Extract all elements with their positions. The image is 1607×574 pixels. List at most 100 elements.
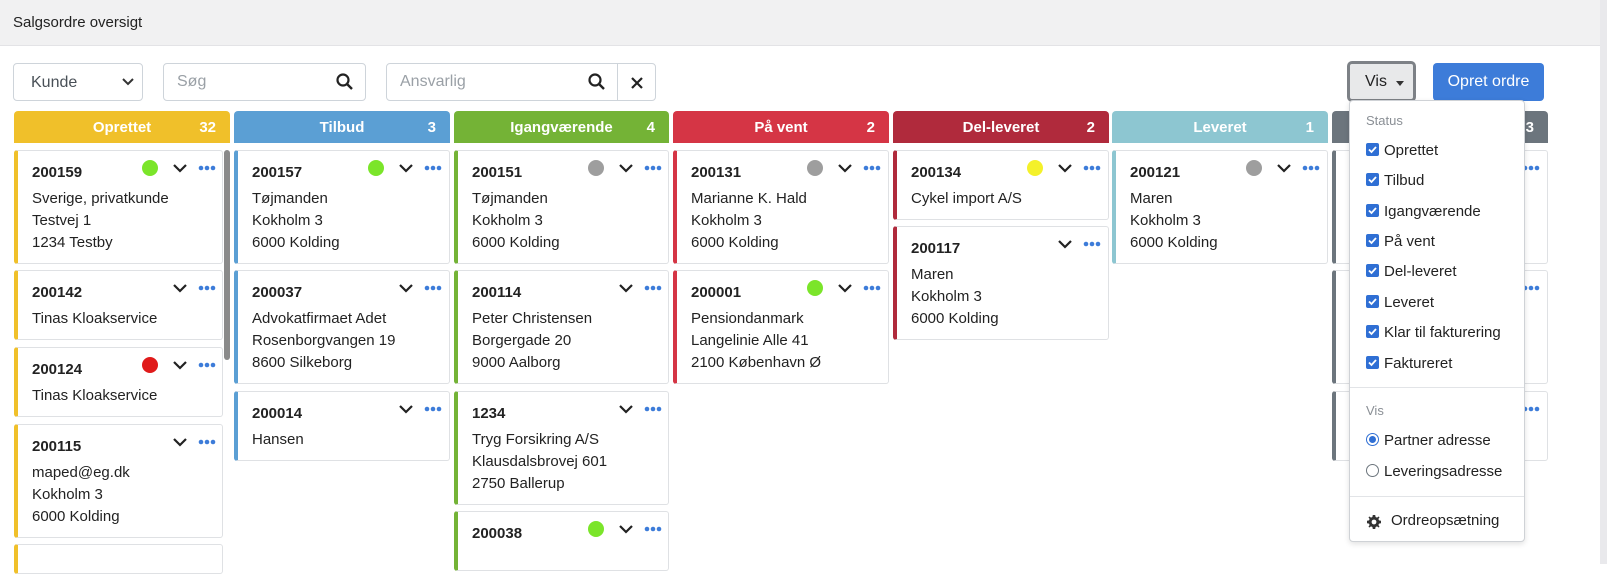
- chevron-down-icon[interactable]: [399, 283, 413, 293]
- order-number: 1234: [472, 405, 506, 422]
- checkbox-checked[interactable]: [1366, 356, 1379, 369]
- order-card[interactable]: 200124 Tinas Kloakservice: [14, 347, 223, 417]
- chevron-down-icon[interactable]: [173, 283, 187, 293]
- order-line: Kokholm 3: [911, 288, 982, 305]
- order-line: 6000 Kolding: [1130, 234, 1218, 251]
- search-icon[interactable]: [336, 73, 354, 91]
- clear-responsible-button[interactable]: [617, 63, 656, 101]
- column-scrollbar[interactable]: [224, 150, 230, 360]
- radio-unselected[interactable]: [1366, 464, 1379, 477]
- chevron-down-icon[interactable]: [399, 404, 413, 414]
- more-options-icon[interactable]: [424, 165, 442, 171]
- chevron-down-icon[interactable]: [1058, 239, 1072, 249]
- chevron-down-icon[interactable]: [173, 437, 187, 447]
- status-filter-label: Oprettet: [1384, 142, 1439, 159]
- more-options-icon[interactable]: [644, 406, 662, 412]
- status-dot: [807, 280, 823, 296]
- column-count: 1: [1305, 119, 1314, 136]
- more-options-icon[interactable]: [198, 165, 216, 171]
- more-options-icon[interactable]: [1302, 165, 1320, 171]
- chevron-down-icon[interactable]: [619, 524, 633, 534]
- checkbox-checked[interactable]: [1366, 143, 1379, 156]
- divider: [1350, 496, 1524, 497]
- order-line: 2100 København Ø: [691, 354, 822, 371]
- status-filter-label: På vent: [1384, 233, 1435, 250]
- chevron-down-icon[interactable]: [838, 283, 852, 293]
- view-button[interactable]: Vis: [1347, 61, 1416, 102]
- order-line: 6000 Kolding: [472, 234, 560, 251]
- status-dot: [807, 160, 823, 176]
- order-card[interactable]: 200115 maped@eg.dk Kokholm 3 6000 Koldin…: [14, 424, 223, 538]
- customer-select[interactable]: Kunde: [13, 63, 143, 101]
- chevron-down-icon[interactable]: [619, 163, 633, 173]
- order-card[interactable]: 200114 Peter Christensen Borgergade 20 9…: [454, 270, 669, 384]
- more-options-icon[interactable]: [644, 526, 662, 532]
- status-filter-label: Tilbud: [1384, 172, 1425, 189]
- order-card[interactable]: 200157 Tøjmanden Kokholm 3 6000 Kolding: [234, 150, 450, 264]
- order-card[interactable]: [14, 544, 223, 574]
- column-header-leveret: Leveret 1: [1112, 111, 1328, 143]
- checkbox-checked[interactable]: [1366, 204, 1379, 217]
- chevron-down-icon[interactable]: [399, 163, 413, 173]
- chevron-down-icon[interactable]: [1058, 163, 1072, 173]
- order-card[interactable]: 200142 Tinas Kloakservice: [14, 270, 223, 340]
- responsible-input[interactable]: Ansvarlig: [386, 63, 618, 101]
- more-options-icon[interactable]: [198, 362, 216, 368]
- order-line: Maren: [911, 266, 954, 283]
- checkbox-checked[interactable]: [1366, 173, 1379, 186]
- chevron-down-icon[interactable]: [1277, 163, 1291, 173]
- order-card[interactable]: 1234 Tryg Forsikring A/S Klausdalsbrovej…: [454, 391, 669, 505]
- order-card[interactable]: 200159 Sverige, privatkunde Testvej 1 12…: [14, 150, 223, 264]
- order-line: Maren: [1130, 190, 1173, 207]
- more-options-icon[interactable]: [1083, 165, 1101, 171]
- order-line: Tinas Kloakservice: [32, 387, 158, 404]
- checkbox-checked[interactable]: [1366, 264, 1379, 277]
- order-card[interactable]: 200014 Hansen: [234, 391, 450, 461]
- order-number: 200142: [32, 284, 83, 301]
- column-header-paa-vent: På vent 2: [673, 111, 889, 143]
- close-icon: [631, 77, 643, 89]
- checkbox-checked[interactable]: [1366, 234, 1379, 247]
- more-options-icon[interactable]: [863, 165, 881, 171]
- more-options-icon[interactable]: [198, 285, 216, 291]
- order-line: 8600 Silkeborg: [252, 354, 353, 371]
- more-options-icon[interactable]: [1083, 241, 1101, 247]
- caret-down-icon: [1396, 81, 1404, 86]
- radio-selected[interactable]: [1366, 433, 1379, 446]
- more-options-icon[interactable]: [644, 285, 662, 291]
- search-icon[interactable]: [588, 73, 606, 91]
- more-options-icon[interactable]: [424, 285, 442, 291]
- order-number: 200037: [252, 284, 303, 301]
- order-card[interactable]: 200037 Advokatfirmaet Adet Rosenborgvang…: [234, 270, 450, 384]
- search-input[interactable]: Søg: [163, 63, 366, 101]
- order-line: Langelinie Alle 41: [691, 332, 809, 349]
- checkbox-checked[interactable]: [1366, 325, 1379, 338]
- order-card[interactable]: 200117 Maren Kokholm 3 6000 Kolding: [893, 226, 1109, 340]
- chevron-down-icon[interactable]: [838, 163, 852, 173]
- chevron-down-icon[interactable]: [173, 163, 187, 173]
- view-option-label: Leveringsadresse: [1384, 463, 1503, 480]
- view-option-label: Partner adresse: [1384, 432, 1491, 449]
- column-count: 4: [646, 119, 655, 136]
- column-title: Igangværende: [510, 119, 613, 136]
- order-card[interactable]: 200131 Marianne K. Hald Kokholm 3 6000 K…: [673, 150, 889, 264]
- more-options-icon[interactable]: [863, 285, 881, 291]
- order-card[interactable]: 200121 Maren Kokholm 3 6000 Kolding: [1112, 150, 1328, 264]
- status-filter-label: Klar til fakturering: [1384, 324, 1501, 341]
- chevron-down-icon[interactable]: [173, 360, 187, 370]
- more-options-icon[interactable]: [644, 165, 662, 171]
- chevron-down-icon[interactable]: [619, 404, 633, 414]
- chevron-down-icon[interactable]: [619, 283, 633, 293]
- check-icon: [1368, 176, 1377, 184]
- checkbox-checked[interactable]: [1366, 295, 1379, 308]
- status-section-header: Status: [1366, 113, 1403, 128]
- order-card[interactable]: 200038: [454, 511, 669, 571]
- more-options-icon[interactable]: [424, 406, 442, 412]
- order-card[interactable]: 200134 Cykel import A/S: [893, 150, 1109, 220]
- more-options-icon[interactable]: [198, 439, 216, 445]
- order-card[interactable]: 200151 Tøjmanden Kokholm 3 6000 Kolding: [454, 150, 669, 264]
- status-filter-label: Del-leveret: [1384, 263, 1457, 280]
- order-line: Marianne K. Hald: [691, 190, 807, 207]
- order-card[interactable]: 200001 Pensiondanmark Langelinie Alle 41…: [673, 270, 889, 384]
- create-order-button[interactable]: Opret ordre: [1433, 63, 1544, 101]
